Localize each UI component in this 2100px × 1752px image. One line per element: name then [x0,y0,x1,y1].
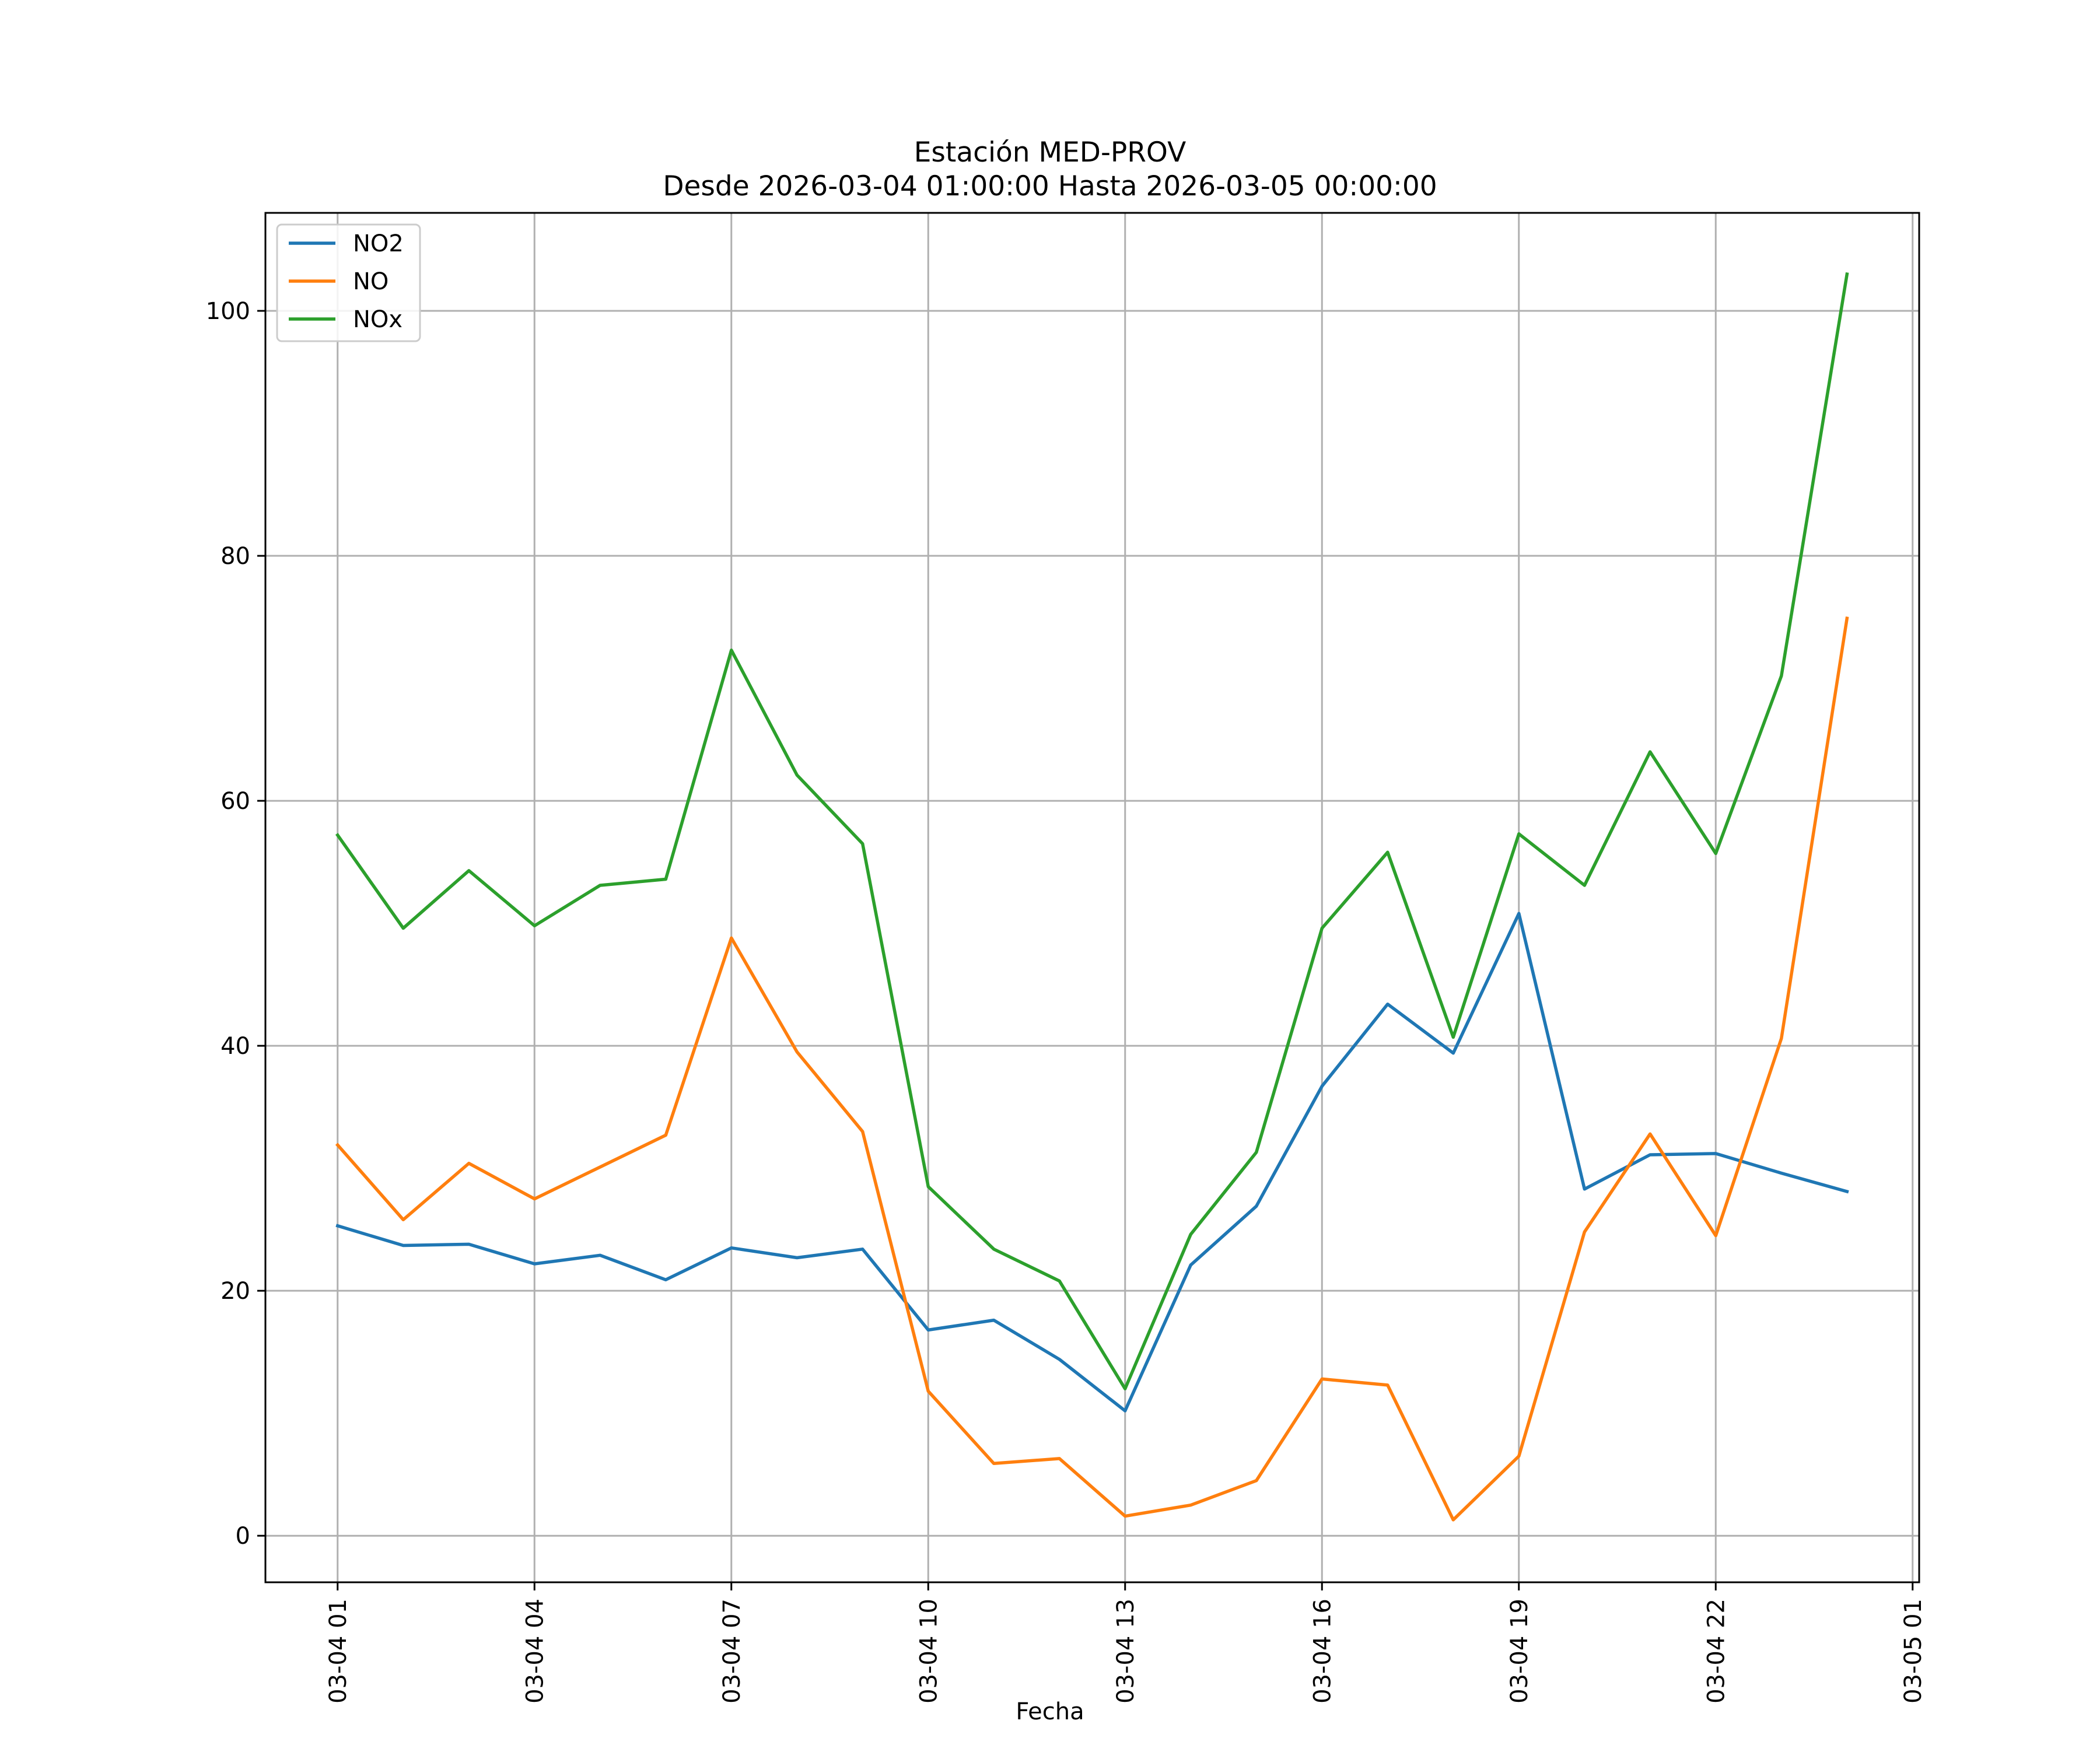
legend [276,223,421,342]
x-tick-label: 03-04 22 [1703,1599,1730,1704]
chart-title: Estación MED-PROV [914,136,1186,169]
series-line-nox [335,272,1849,1390]
x-tick-label: 03-04 07 [719,1599,746,1704]
y-tick-label: 40 [220,1033,250,1060]
legend-label-no2: NO2 [353,230,404,257]
chart-subtitle: Desde 2026-03-04 01:00:00 Hasta 2026-03-… [663,170,1437,202]
x-tick-label: 03-04 01 [325,1599,352,1704]
y-tick-label: 0 [236,1523,250,1550]
y-tick-label: 20 [220,1278,250,1305]
plot-frame [264,212,1920,1583]
y-tick-label: 100 [206,298,250,325]
x-tick-label: 03-04 13 [1112,1599,1139,1704]
x-tick-label: 03-04 19 [1506,1599,1533,1704]
legend-label-nox: NOx [353,306,402,333]
y-tick-label: 60 [220,788,250,815]
series-line-no [335,616,1849,1522]
series-line-no2 [335,912,1849,1413]
x-axis-label: Fecha [1016,1698,1084,1725]
y-tick-label: 80 [220,543,250,570]
x-tick-label: 03-04 10 [915,1599,942,1704]
x-tick-label: 03-04 04 [522,1599,548,1704]
x-tick-label: 03-05 01 [1900,1599,1927,1704]
legend-label-no: NO [353,268,388,295]
x-tick-label: 03-04 16 [1309,1599,1336,1704]
